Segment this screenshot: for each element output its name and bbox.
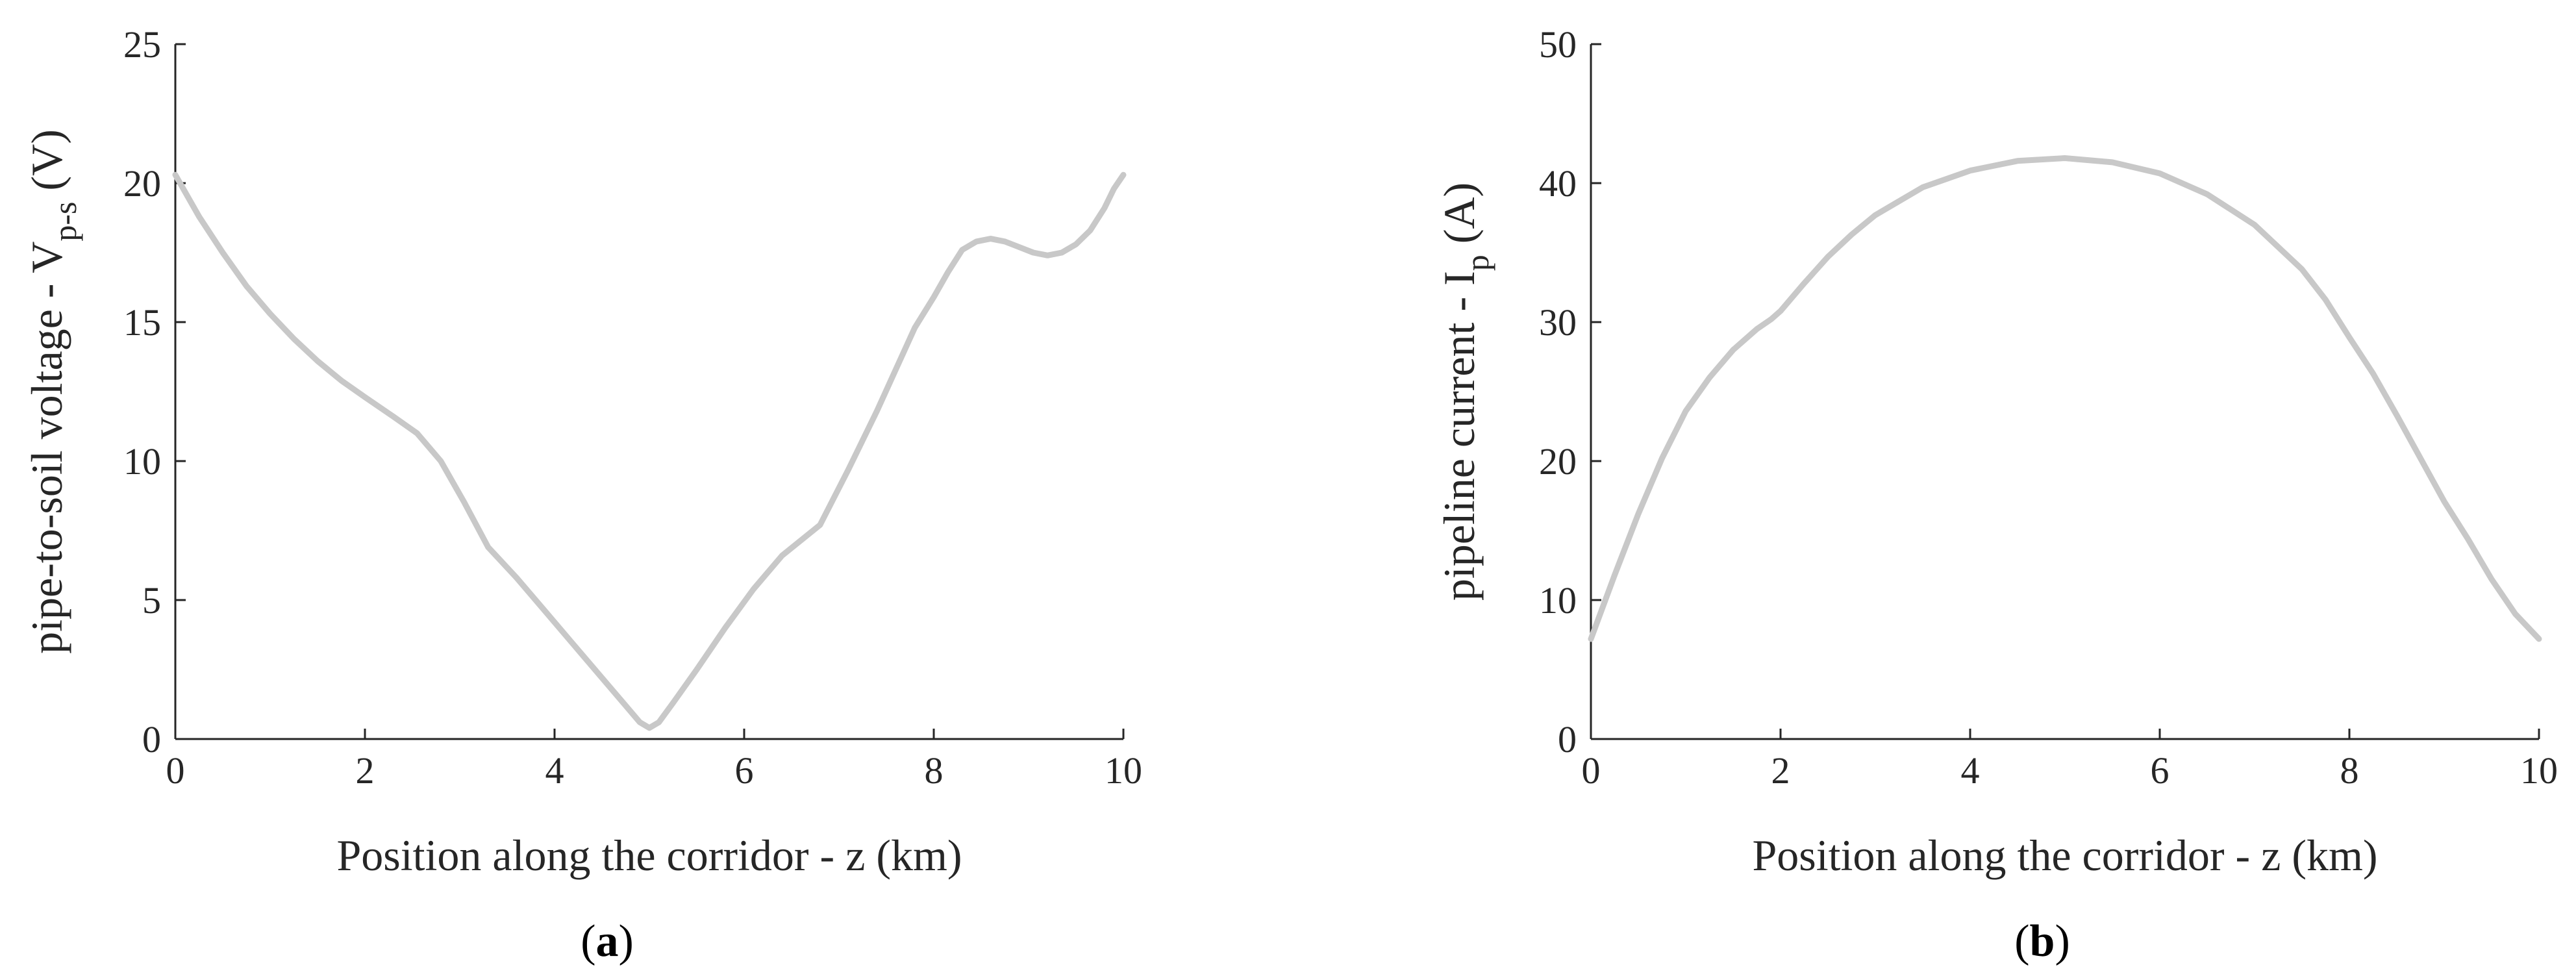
a-series-line [172, 171, 1127, 731]
a-x-axis-label: Position along the corridor - z (km) [336, 831, 962, 880]
panel-a-chart: 0 2 4 6 8 10 0 5 10 15 20 25 Position along the corr… [22, 23, 1142, 966]
a-x-tick-label: 0 [166, 749, 185, 792]
b-x-tick-label: 8 [2340, 749, 2359, 792]
a-panel-label-letter: a [596, 916, 619, 966]
b-y-tick-label: 0 [1558, 718, 1577, 760]
b-x-tick-label: 2 [1771, 749, 1790, 792]
a-panel-label: (a) [581, 916, 634, 966]
a-y-tick-label: 20 [123, 162, 161, 205]
a-x-tick-label: 8 [925, 749, 944, 792]
panel-b-chart: 0 2 4 6 8 10 0 10 20 30 40 50 Position along the cor… [1434, 23, 2558, 966]
a-x-tick-label: 2 [356, 749, 375, 792]
a-y-tick-label: 5 [142, 579, 161, 621]
b-panel-label-open: ( [2014, 916, 2029, 966]
b-panel-label-close: ) [2055, 916, 2070, 966]
a-y-axis-label: pipe-to-soil voltage - Vp-s (V) [22, 129, 83, 654]
b-series-line [1588, 155, 2542, 642]
b-y-tick-label: 20 [1539, 440, 1577, 483]
b-y-tick-label: 40 [1539, 162, 1577, 205]
a-x-tick-label: 4 [545, 749, 564, 792]
a-panel-label-open: ( [581, 916, 595, 966]
b-y-axis-label-subscript: p [1459, 255, 1495, 271]
a-x-tick-label: 10 [1105, 749, 1142, 792]
a-panel-label-close: ) [619, 916, 634, 966]
b-x-tick-label: 10 [2520, 749, 2558, 792]
a-y-axis-label-subscript: p-s [47, 202, 83, 242]
a-y-tick-label: 10 [123, 440, 161, 483]
b-x-tick-label: 6 [2151, 749, 2170, 792]
b-x-axis-label: Position along the corridor - z (km) [1752, 831, 2377, 880]
a-y-axis-label-unit: (V) [22, 129, 71, 201]
b-y-axis-label-main: pipeline current - I [1434, 271, 1484, 601]
a-y-tick-label: 15 [123, 301, 161, 344]
a-x-tick-label: 6 [735, 749, 754, 792]
a-y-tick-label: 0 [142, 718, 161, 760]
b-x-tick-label: 0 [1582, 749, 1601, 792]
b-y-axis-label: pipeline current - Ip (A) [1434, 182, 1495, 601]
b-y-axis-label-unit: (A) [1434, 182, 1484, 255]
a-y-axis-label-main: pipe-to-soil voltage - V [22, 242, 71, 654]
b-panel-label: (b) [2014, 916, 2070, 966]
b-panel-label-letter: b [2030, 916, 2055, 966]
b-x-tick-label: 4 [1961, 749, 1980, 792]
b-y-tick-label: 50 [1539, 23, 1577, 66]
a-y-tick-label: 25 [123, 23, 161, 66]
b-y-tick-label: 10 [1539, 579, 1577, 621]
b-y-tick-label: 30 [1539, 301, 1577, 344]
